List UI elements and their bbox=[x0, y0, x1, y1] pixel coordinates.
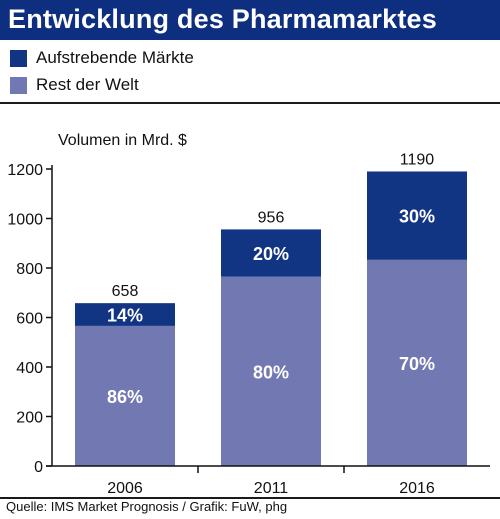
y-tick-label: 600 bbox=[16, 311, 43, 328]
bar-percent-label: 86% bbox=[107, 387, 143, 407]
legend-swatch-rest-of-world bbox=[10, 77, 27, 94]
bar-segment bbox=[367, 259, 467, 466]
bar-percent-label: 80% bbox=[253, 362, 289, 382]
bar-chart: Volumen in Mrd. $ 0 200 400 600 800 1000 1200 86… bbox=[7, 132, 490, 497]
y-tick-label: 0 bbox=[34, 459, 43, 476]
bar-total-label: 1190 bbox=[400, 151, 435, 168]
legend-swatch-emerging-markets bbox=[10, 50, 27, 67]
x-tick-label: 2016 bbox=[399, 480, 435, 497]
source-note: Quelle: IMS Market Prognosis / Grafik: F… bbox=[6, 499, 288, 514]
bar-total-label: 658 bbox=[112, 283, 139, 300]
bar-segment bbox=[367, 171, 467, 260]
y-tick-label: 800 bbox=[16, 261, 43, 278]
y-tick-label: 1200 bbox=[7, 162, 43, 179]
bar-percent-label: 14% bbox=[107, 306, 143, 326]
x-tick-label: 2011 bbox=[254, 480, 289, 497]
title-bar: Entwicklung des Pharmamarktes bbox=[0, 0, 500, 40]
bar-percent-label: 20% bbox=[253, 244, 289, 264]
bar-percent-label: 70% bbox=[399, 354, 435, 374]
bottom-divider bbox=[0, 497, 500, 499]
bar-segment bbox=[75, 325, 175, 466]
bar-segment bbox=[221, 229, 321, 277]
bar-segment bbox=[221, 276, 321, 466]
top-divider bbox=[0, 102, 500, 104]
bar-percent-label: 30% bbox=[399, 207, 435, 227]
y-tick-label: 1000 bbox=[7, 212, 43, 229]
legend-label-emerging-markets: Aufstrebende Märkte bbox=[36, 48, 194, 67]
y-axis-title: Volumen in Mrd. $ bbox=[58, 132, 187, 149]
chart-title: Entwicklung des Pharmamarktes bbox=[8, 4, 437, 34]
bar-segment bbox=[75, 303, 175, 326]
legend-label-rest-of-world: Rest der Welt bbox=[36, 75, 139, 94]
bar-total-label: 956 bbox=[258, 209, 285, 226]
y-tick-label: 400 bbox=[16, 360, 43, 377]
y-tick-label: 200 bbox=[16, 410, 43, 427]
x-tick-label: 2006 bbox=[107, 480, 143, 497]
